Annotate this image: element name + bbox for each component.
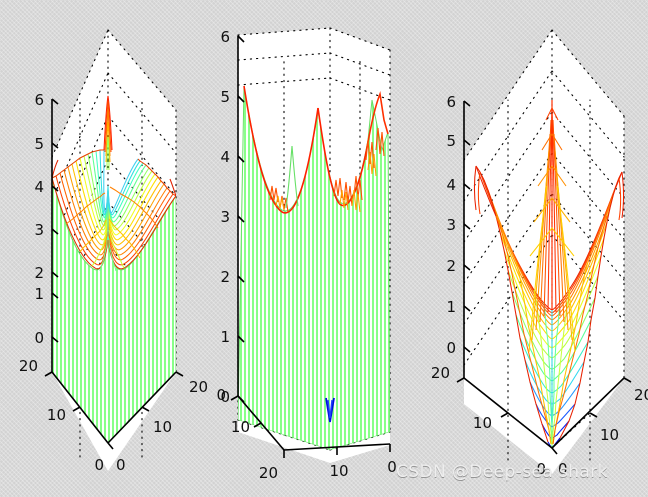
floor-minimum-marker: [325, 397, 335, 423]
z-tick-label: 6: [446, 93, 456, 111]
z-tick-label: 3: [34, 221, 44, 239]
x-tick-label: 20: [189, 378, 208, 396]
y-tick-labels: 20 10 0: [19, 357, 104, 474]
surface-crest: [243, 85, 389, 214]
z-tick-label: 5: [220, 88, 230, 106]
x-tick-label: 20: [634, 386, 648, 404]
x-tick-label: 10: [153, 418, 172, 436]
z-tick-label: 1: [220, 328, 230, 346]
y-tick-label: 20: [259, 464, 278, 482]
y-tick-label: 20: [431, 364, 450, 382]
z-tick-label: 0: [446, 339, 456, 357]
subplot-panel-1[interactable]: 6 5 4 3 2 1 0 20 10 0 0 10 20: [0, 0, 216, 497]
z-tick-label: 3: [220, 208, 230, 226]
z-tick-labels: 6 5 4 3 2 1 0: [220, 28, 230, 406]
z-tick-label: 1: [446, 298, 456, 316]
panel-3-canvas: 6 5 4 3 2 1 0 20 10 0 0 10 20: [431, 29, 648, 478]
panel-1-canvas: 6 5 4 3 2 1 0 20 10 0 0 10 20: [19, 29, 208, 474]
x-tick-label: 0: [116, 456, 126, 474]
x-tick-labels: 0 10 20: [116, 378, 208, 474]
panel-2-canvas: 6 5 4 3 2 1 0 0 10 20 10 0: [216, 27, 397, 482]
y-tick-label: 20: [19, 357, 38, 375]
z-tick-label: 0: [220, 388, 230, 406]
z-tick-label: 4: [446, 176, 456, 194]
x-tick-label: 0: [387, 458, 397, 476]
x-tick-label: 10: [329, 462, 348, 480]
z-tick-label: 6: [34, 91, 44, 109]
xy-axes: [44, 371, 184, 450]
surface-mesh: [52, 95, 176, 272]
x-tick-label: 0: [558, 460, 568, 478]
z-tick-label: 5: [34, 135, 44, 153]
z-axis: [237, 35, 245, 403]
z-tick-label: 0: [34, 329, 44, 347]
z-tick-label: 6: [220, 28, 230, 46]
z-tick-labels: 6 5 4 3 2 1 0: [34, 91, 44, 347]
z-axis: [51, 98, 59, 372]
z-tick-label: 2: [220, 268, 230, 286]
z-tick-label: 2: [446, 257, 456, 275]
z-tick-label: 4: [220, 148, 230, 166]
xy-axes: [230, 395, 391, 458]
z-tick-label: 2: [34, 264, 44, 282]
subplot-panel-3[interactable]: 6 5 4 3 2 1 0 20 10 0 0 10 20: [412, 0, 648, 497]
x-tick-labels: 10 0: [329, 458, 396, 480]
z-tick-labels: 6 5 4 3 2 1 0: [446, 93, 456, 357]
y-tick-label: 10: [47, 406, 66, 424]
z-axis: [463, 100, 471, 378]
z-tick-label: 5: [446, 132, 456, 150]
y-tick-label: 10: [231, 418, 250, 436]
y-tick-label: 0: [94, 456, 104, 474]
x-tick-labels: 0 10 20: [558, 386, 648, 478]
y-tick-label: 10: [473, 414, 492, 432]
subplot-panel-2[interactable]: 6 5 4 3 2 1 0 0 10 20 10 0: [200, 0, 424, 497]
y-tick-labels: 0 10 20: [216, 386, 278, 482]
x-tick-label: 10: [600, 426, 619, 444]
y-tick-label: 0: [536, 460, 546, 478]
y-tick-label: 0: [216, 386, 226, 404]
surface-mesh: [473, 100, 624, 448]
z-tick-label: 1: [34, 285, 44, 303]
y-tick-labels: 20 10 0: [431, 364, 546, 478]
xy-axes: [456, 377, 632, 455]
z-tick-label: 3: [446, 216, 456, 234]
z-tick-label: 4: [34, 178, 44, 196]
